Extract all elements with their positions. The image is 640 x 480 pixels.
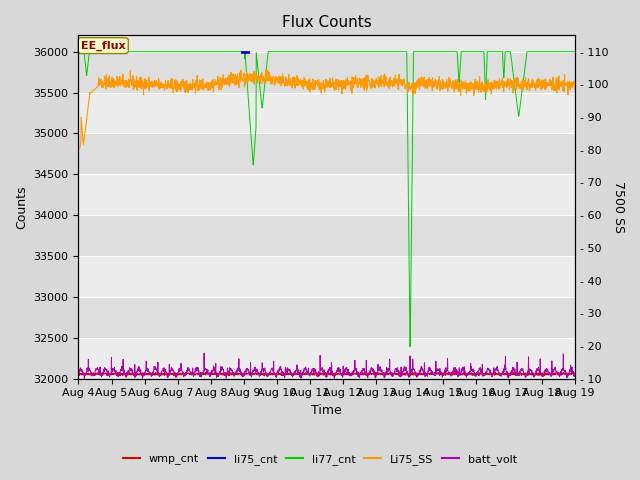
Bar — [79, 52, 575, 93]
Y-axis label: Counts: Counts — [15, 185, 28, 229]
Bar — [79, 215, 575, 256]
Bar — [79, 133, 575, 174]
Legend: wmp_cnt, li75_cnt, li77_cnt, Li75_SS, batt_volt: wmp_cnt, li75_cnt, li77_cnt, Li75_SS, ba… — [119, 450, 521, 469]
X-axis label: Time: Time — [311, 404, 342, 417]
Bar — [79, 256, 575, 297]
Y-axis label: 7500 SS: 7500 SS — [612, 181, 625, 233]
Bar — [79, 297, 575, 338]
Bar — [79, 338, 575, 379]
Bar — [79, 174, 575, 215]
Title: Flux Counts: Flux Counts — [282, 15, 372, 30]
Bar — [79, 93, 575, 133]
Text: EE_flux: EE_flux — [81, 40, 125, 51]
